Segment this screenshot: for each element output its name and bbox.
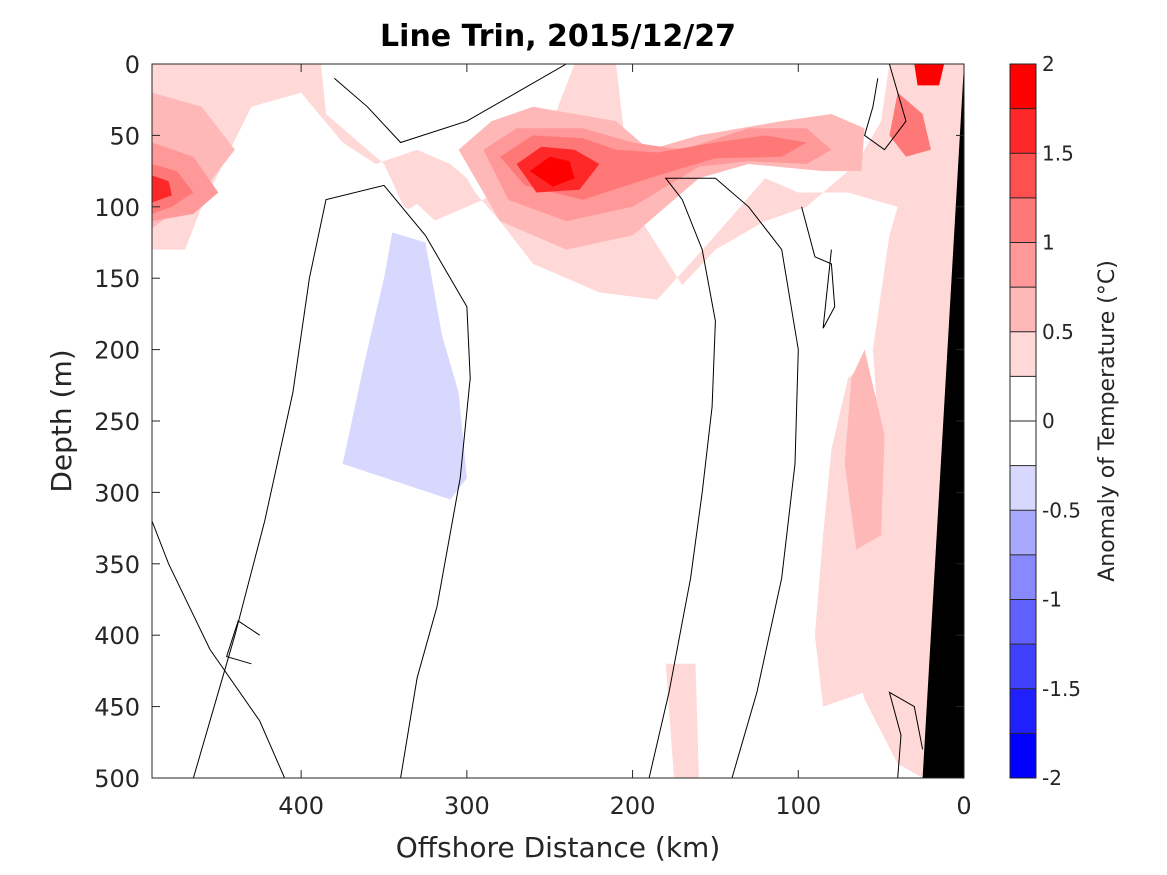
x-tick-label: 0 <box>956 792 971 820</box>
contour-region-18 <box>823 199 865 257</box>
land-mask <box>922 64 964 778</box>
contour-line-4 <box>864 64 907 151</box>
contour-fills <box>152 64 964 778</box>
colorbar-frame <box>1009 63 1037 779</box>
x-tick-label: 200 <box>610 792 656 820</box>
colorbar-band-3 <box>1010 599 1036 645</box>
contour-region-15 <box>317 203 492 778</box>
colorbar-band-8 <box>1010 376 1036 422</box>
y-tick-label: 250 <box>94 408 140 436</box>
colorbar-tick-label: -2 <box>1042 766 1062 790</box>
x-axis-label: Offshore Distance (km) <box>396 831 721 864</box>
y-tick-label: 500 <box>94 765 140 793</box>
colorbar-band-9 <box>1010 331 1036 377</box>
contour-line-7 <box>801 206 836 329</box>
zero-contour-lines <box>152 64 924 778</box>
y-tick-label: 350 <box>94 551 140 579</box>
contour-region-19 <box>740 306 766 393</box>
colorbar: 2 1.5 1 0.5 0 -0.5 -1 -1.5 -2 <box>1009 52 1081 790</box>
colorbar-band-12 <box>1010 197 1036 244</box>
contour-region-10 <box>889 92 931 157</box>
y-axis-ticks: 0 50 100 150 200 250 300 350 400 450 500 <box>94 51 964 793</box>
contour-region-9 <box>529 156 575 187</box>
colorbar-tick-label: 0 <box>1042 409 1055 433</box>
colorbar-tick-label: -1 <box>1042 588 1062 612</box>
contour-region-3 <box>152 164 194 214</box>
y-tick-label: 450 <box>94 694 140 722</box>
contour-region-17 <box>715 478 757 636</box>
contour-line-0 <box>152 520 286 778</box>
chart-title: Line Trin, 2015/12/27 <box>380 19 736 54</box>
colorbar-label: Anomaly of Temperature (°C) <box>1095 260 1120 582</box>
x-tick-label: 300 <box>444 792 490 820</box>
x-axis-ticks: 400 300 200 100 0 <box>278 64 972 820</box>
y-tick-label: 200 <box>94 337 140 365</box>
x-tick-label: 400 <box>278 792 324 820</box>
colorbar-band-5 <box>1010 510 1036 556</box>
colorbar-tick-label: -0.5 <box>1042 498 1081 522</box>
plot-area <box>151 63 965 779</box>
contour-line-6 <box>225 620 260 665</box>
colorbar-band-1 <box>1010 688 1036 734</box>
y-tick-label: 400 <box>94 622 140 650</box>
y-tick-label: 100 <box>94 194 140 222</box>
colorbar-band-2 <box>1010 644 1036 690</box>
colorbar-tick-label: 1 <box>1042 231 1055 255</box>
contour-region-13 <box>844 349 885 550</box>
colorbar-band-14 <box>1010 108 1036 154</box>
colorbar-band-10 <box>1010 287 1036 333</box>
contour-line-5 <box>888 691 924 778</box>
y-tick-label: 0 <box>125 51 140 79</box>
colorbar-tick-label: -1.5 <box>1042 677 1081 701</box>
colorbar-band-4 <box>1010 554 1036 601</box>
contour-line-2 <box>648 177 799 778</box>
colorbar-band-6 <box>1010 465 1036 511</box>
contour-region-4 <box>152 175 172 203</box>
y-axis-label: Depth (m) <box>45 349 78 492</box>
colorbar-tick-label: 0.5 <box>1042 320 1074 344</box>
contour-line-3 <box>333 64 567 144</box>
contour-region-14 <box>665 663 699 778</box>
contour-line-1 <box>192 184 471 778</box>
colorbar-tick-label: 2 <box>1042 52 1055 76</box>
colorbar-band-15 <box>1010 64 1036 110</box>
y-tick-label: 300 <box>94 479 140 507</box>
contour-region-16 <box>342 232 467 500</box>
colorbar-band-7 <box>1010 421 1036 467</box>
colorbar-band-13 <box>1010 153 1036 199</box>
x-tick-label: 100 <box>775 792 821 820</box>
colorbar-band-11 <box>1010 242 1036 288</box>
contour-region-11 <box>914 64 945 86</box>
y-tick-label: 150 <box>94 265 140 293</box>
y-tick-label: 50 <box>109 122 140 150</box>
colorbar-tick-label: 1.5 <box>1042 141 1074 165</box>
colorbar-band-0 <box>1010 733 1036 779</box>
